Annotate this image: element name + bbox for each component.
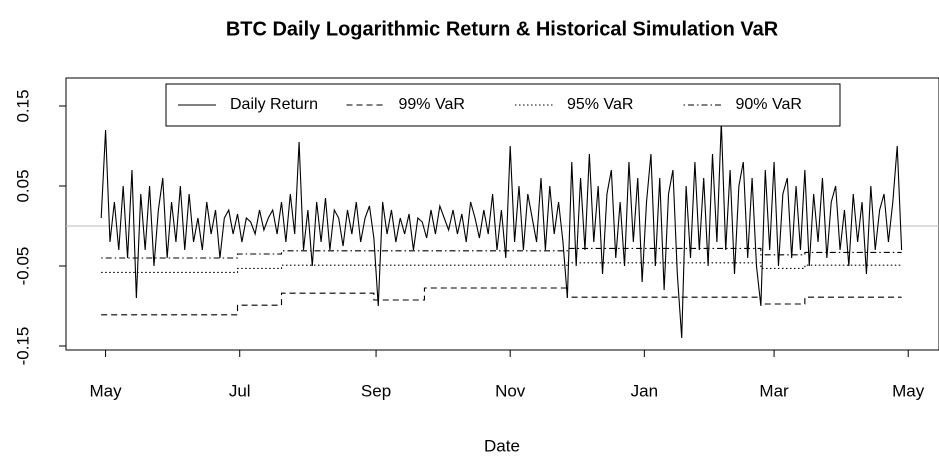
legend-label: 95% VaR <box>567 96 633 113</box>
x-tick-label: Jan <box>631 381 658 400</box>
x-tick-label: May <box>892 381 925 400</box>
series-line <box>101 287 902 316</box>
legend-label: 90% VaR <box>736 96 802 113</box>
x-tick-label: Mar <box>759 381 789 400</box>
x-axis-label: Date <box>484 436 520 455</box>
y-tick-label: 0.05 <box>13 169 32 202</box>
y-tick-label: -0.05 <box>13 247 32 286</box>
series-line <box>101 247 902 259</box>
legend-label: Daily Return <box>230 96 318 113</box>
y-tick-label: -0.15 <box>13 327 32 366</box>
series-line <box>100 121 903 339</box>
x-tick-label: Nov <box>495 381 526 400</box>
plot-box <box>65 77 939 351</box>
chart-title: BTC Daily Logarithmic Return & Historica… <box>226 18 779 40</box>
x-tick-label: Jul <box>229 381 251 400</box>
x-tick-label: May <box>90 381 123 400</box>
legend-box <box>165 83 841 127</box>
y-tick-label: 0.15 <box>13 89 32 122</box>
series-line <box>101 262 902 273</box>
x-tick-label: Sep <box>361 381 391 400</box>
legend-label: 99% VaR <box>399 96 465 113</box>
